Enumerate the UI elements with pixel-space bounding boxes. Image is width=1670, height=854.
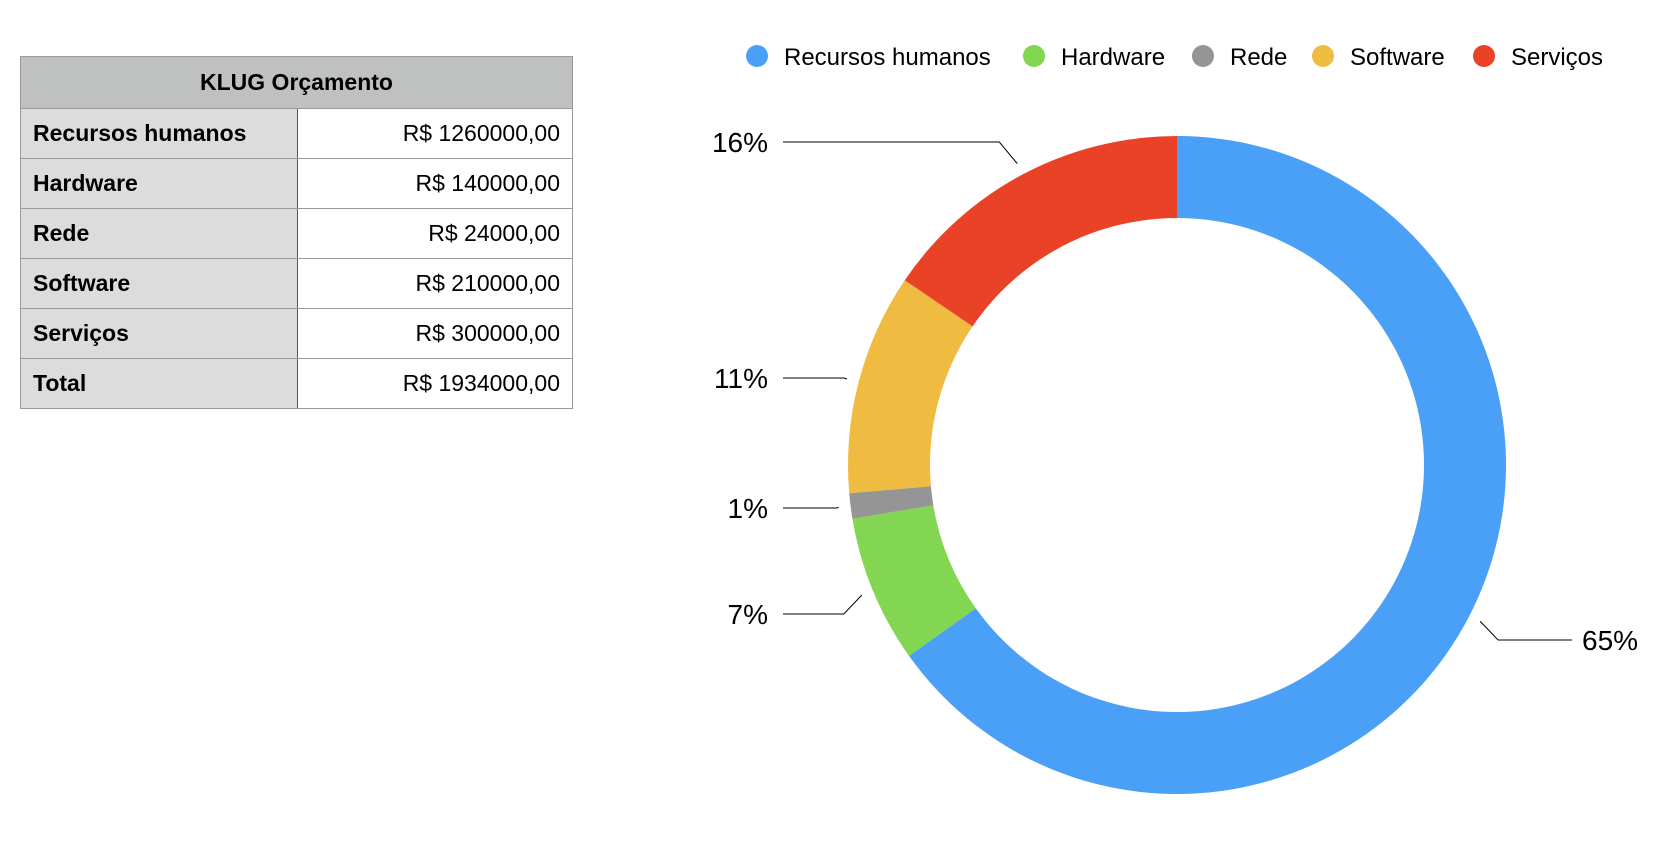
legend-swatch: [1473, 45, 1495, 67]
table-row-total: Total R$ 1934000,00: [20, 358, 573, 409]
row-label: Recursos humanos: [20, 108, 298, 159]
table-title: KLUG Orçamento: [20, 56, 573, 109]
percent-label-software: 11%: [714, 363, 768, 394]
legend-label: Software: [1350, 44, 1445, 71]
legend-label: Hardware: [1061, 44, 1165, 71]
legend-label: Serviços: [1511, 44, 1603, 71]
row-value: R$ 24000,00: [297, 208, 573, 259]
total-label: Total: [20, 358, 298, 409]
legend-item-hardware: Hardware: [1023, 44, 1165, 71]
row-label: Serviços: [20, 308, 298, 359]
slice-software: [848, 280, 973, 494]
slice-servicos: [904, 136, 1177, 327]
table-row: Rede R$ 24000,00: [20, 208, 573, 259]
percent-label-rede: 1%: [728, 493, 768, 524]
table-row: Recursos humanos R$ 1260000,00: [20, 108, 573, 159]
percent-label-recursos-humanos: 65%: [1582, 625, 1638, 656]
leader-line: [1479, 620, 1572, 641]
legend-swatch: [746, 45, 768, 67]
budget-table: KLUG Orçamento Recursos humanos R$ 12600…: [20, 56, 573, 409]
slice-hardware: [852, 505, 976, 656]
legend-label: Rede: [1230, 44, 1287, 71]
legend-item-software: Software: [1312, 44, 1445, 71]
leader-line: [783, 377, 848, 380]
table-row: Software R$ 210000,00: [20, 258, 573, 309]
row-label: Rede: [20, 208, 298, 259]
slice-rede: [849, 486, 934, 519]
legend-item-servicos: Serviços: [1473, 44, 1603, 71]
row-value: R$ 210000,00: [297, 258, 573, 309]
percent-label-servicos: 16%: [712, 127, 768, 158]
row-label: Software: [20, 258, 298, 309]
legend-swatch: [1192, 45, 1214, 67]
legend-item-rede: Rede: [1192, 44, 1287, 71]
leader-line: [783, 594, 863, 615]
legend-item-recursos-humanos: Recursos humanos: [746, 44, 991, 71]
legend-swatch: [1023, 45, 1045, 67]
row-label: Hardware: [20, 158, 298, 209]
row-value: R$ 300000,00: [297, 308, 573, 359]
percent-label-hardware: 7%: [728, 599, 768, 630]
legend-swatch: [1312, 45, 1334, 67]
legend-label: Recursos humanos: [784, 44, 991, 71]
leader-line: [783, 141, 1018, 165]
table-row: Hardware R$ 140000,00: [20, 158, 573, 209]
row-value: R$ 140000,00: [297, 158, 573, 209]
total-value: R$ 1934000,00: [297, 358, 573, 409]
table-row: Serviços R$ 300000,00: [20, 308, 573, 359]
